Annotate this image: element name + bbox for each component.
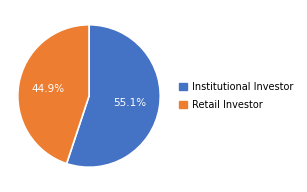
Wedge shape — [67, 25, 160, 167]
Text: 44.9%: 44.9% — [32, 84, 65, 94]
Text: 55.1%: 55.1% — [113, 98, 146, 108]
Legend: Institutional Investor, Retail Investor: Institutional Investor, Retail Investor — [177, 79, 296, 113]
Wedge shape — [18, 25, 89, 164]
